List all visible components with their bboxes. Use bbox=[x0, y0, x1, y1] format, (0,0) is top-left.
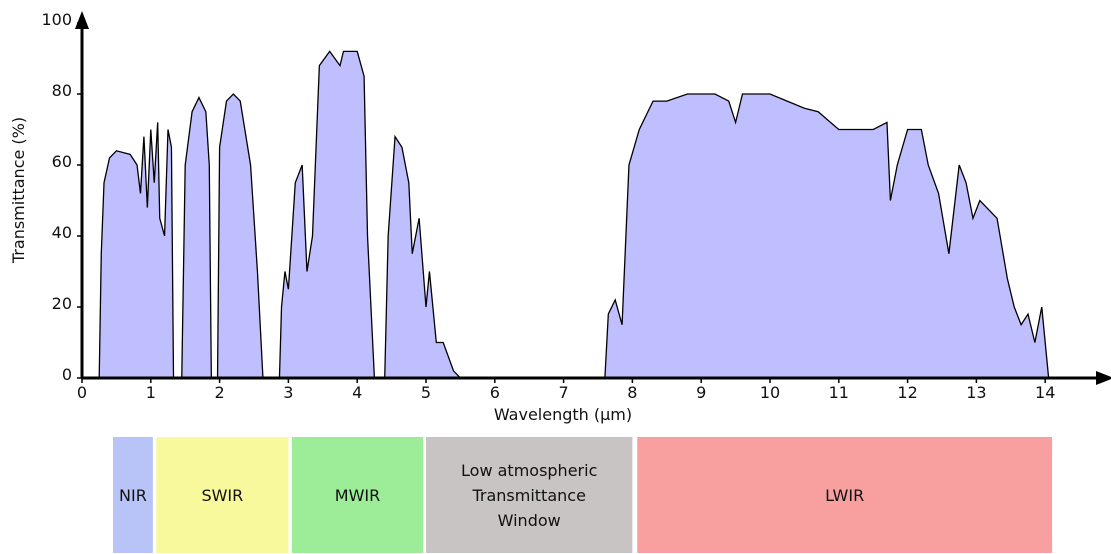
band-label: MWIR bbox=[335, 486, 380, 505]
y-tick-label: 60 bbox=[52, 152, 72, 171]
y-tick-label: 40 bbox=[52, 223, 72, 242]
x-tick-label: 8 bbox=[627, 383, 637, 402]
y-tick-label: 0 bbox=[62, 365, 72, 384]
x-tick-label: 1 bbox=[146, 383, 156, 402]
x-tick-label: 7 bbox=[559, 383, 569, 402]
transmittance-area bbox=[98, 50, 1050, 379]
band-label: Window bbox=[498, 511, 561, 530]
x-axis-label: Wavelength (µm) bbox=[494, 405, 632, 424]
y-axis-arrow bbox=[75, 11, 89, 29]
x-tick-label: 2 bbox=[215, 383, 225, 402]
x-tick-label: 13 bbox=[966, 383, 986, 402]
band bbox=[112, 437, 153, 553]
band bbox=[156, 437, 289, 553]
y-tick-label: 80 bbox=[52, 81, 72, 100]
x-tick-label: 3 bbox=[283, 383, 293, 402]
band-label: Low atmospheric bbox=[461, 461, 597, 480]
x-tick-label: 9 bbox=[696, 383, 706, 402]
band bbox=[291, 437, 424, 553]
x-tick-label: 14 bbox=[1035, 383, 1055, 402]
y-axis-label: Transmittance (%) bbox=[9, 117, 28, 264]
band-label: SWIR bbox=[201, 486, 243, 505]
band-label: LWIR bbox=[825, 486, 864, 505]
x-tick-label: 4 bbox=[352, 383, 362, 402]
y-tick-label: 100 bbox=[41, 10, 72, 29]
band-label: Transmittance bbox=[471, 486, 585, 505]
x-tick-label: 6 bbox=[490, 383, 500, 402]
band bbox=[637, 437, 1053, 553]
x-tick-label: 11 bbox=[829, 383, 849, 402]
x-tick-label: 10 bbox=[760, 383, 780, 402]
y-tick-label: 20 bbox=[52, 294, 72, 313]
x-tick-label: 0 bbox=[77, 383, 87, 402]
band bbox=[426, 437, 633, 553]
x-tick-label: 5 bbox=[421, 383, 431, 402]
x-axis-arrow bbox=[1096, 371, 1111, 385]
band-label: NIR bbox=[119, 486, 147, 505]
x-tick-label: 12 bbox=[897, 383, 917, 402]
